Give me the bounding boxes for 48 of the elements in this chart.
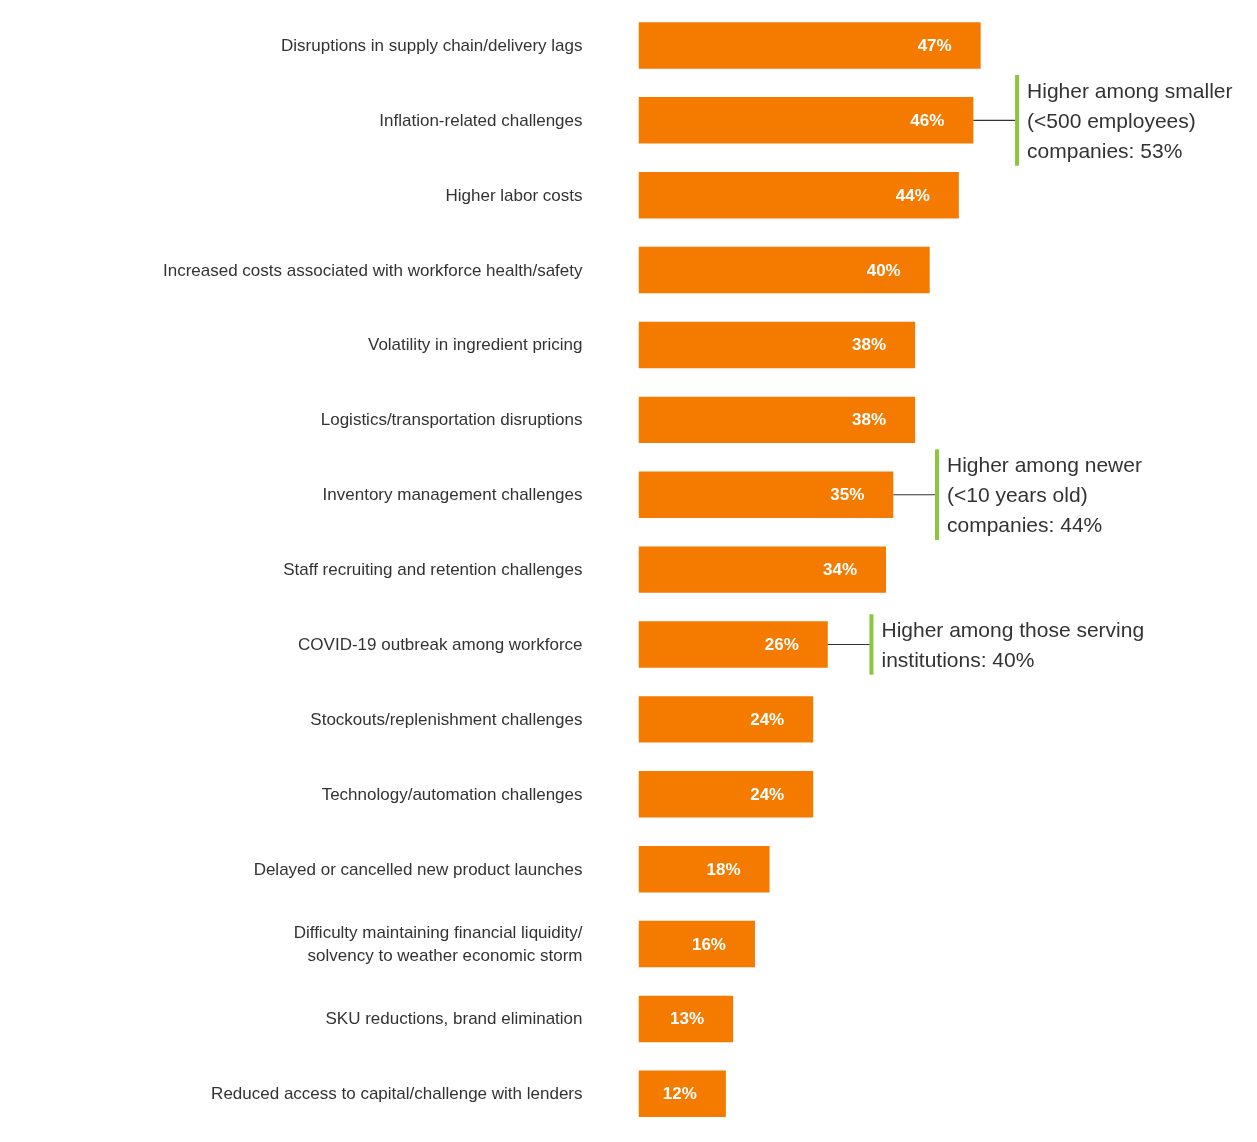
bar	[638, 920, 755, 968]
y-tick-label: Difficulty maintaining financial liquidity/ solvency to weather economic storm	[293, 923, 583, 965]
data-label: 13%	[670, 1009, 705, 1029]
bar	[638, 771, 814, 818]
data-label: 24%	[750, 709, 785, 729]
y-tick-label: Higher labor costs	[445, 185, 583, 205]
y-tick-label: COVID-19 outbreak among workforce	[298, 635, 583, 655]
bar	[638, 321, 916, 369]
bar	[638, 171, 959, 219]
data-label: 38%	[852, 410, 887, 430]
annotation: Higher among smaller (<500 employees) companies: 53%	[1027, 78, 1233, 163]
data-label: 38%	[852, 335, 887, 355]
y-tick-label: Volatility in ingredient pricing	[367, 335, 583, 355]
bar	[638, 696, 814, 743]
y-tick-label: Logistics/transportation disruptions	[320, 410, 583, 430]
bar	[638, 97, 974, 144]
y-tick-label: Staff recruiting and retention challenges	[283, 560, 583, 580]
y-tick-label: Inflation-related challenges	[379, 110, 583, 130]
data-label: 16%	[691, 934, 726, 954]
data-label: 46%	[910, 110, 945, 130]
data-label: 34%	[823, 560, 858, 580]
bar	[638, 995, 734, 1043]
data-label: 18%	[706, 859, 741, 879]
y-tick-label: Reduced access to capital/challenge with lenders	[211, 1084, 583, 1104]
data-label: 26%	[764, 635, 799, 655]
data-label: 35%	[830, 485, 865, 505]
y-tick-label: Increased costs associated with workforce health/safety	[162, 260, 583, 280]
y-tick-label: SKU reductions, brand elimination	[325, 1009, 583, 1029]
data-label: 47%	[917, 35, 952, 55]
bar	[638, 621, 828, 668]
y-tick-label: Delayed or cancelled new product launches	[253, 859, 583, 879]
bar	[638, 845, 770, 893]
bar	[638, 22, 981, 69]
y-tick-label: Disruptions in supply chain/delivery lags	[281, 35, 583, 55]
bar	[638, 471, 894, 518]
data-label: 12%	[662, 1084, 697, 1104]
bar	[638, 246, 930, 294]
annotation: Higher among those serving institutions: 40%	[881, 617, 1145, 672]
y-tick-label: Inventory management challenges	[322, 485, 583, 505]
data-label: 40%	[866, 260, 901, 280]
bar	[638, 396, 916, 444]
annotation: Higher among newer (<10 years old) companies: 44%	[946, 453, 1142, 537]
y-tick-label: Stockouts/replenishment challenges	[310, 709, 583, 729]
data-label: 24%	[750, 784, 785, 804]
bar	[638, 546, 887, 593]
y-tick-label: Technology/automation challenges	[321, 784, 583, 804]
bar	[638, 1070, 726, 1118]
data-label: 44%	[895, 185, 930, 205]
